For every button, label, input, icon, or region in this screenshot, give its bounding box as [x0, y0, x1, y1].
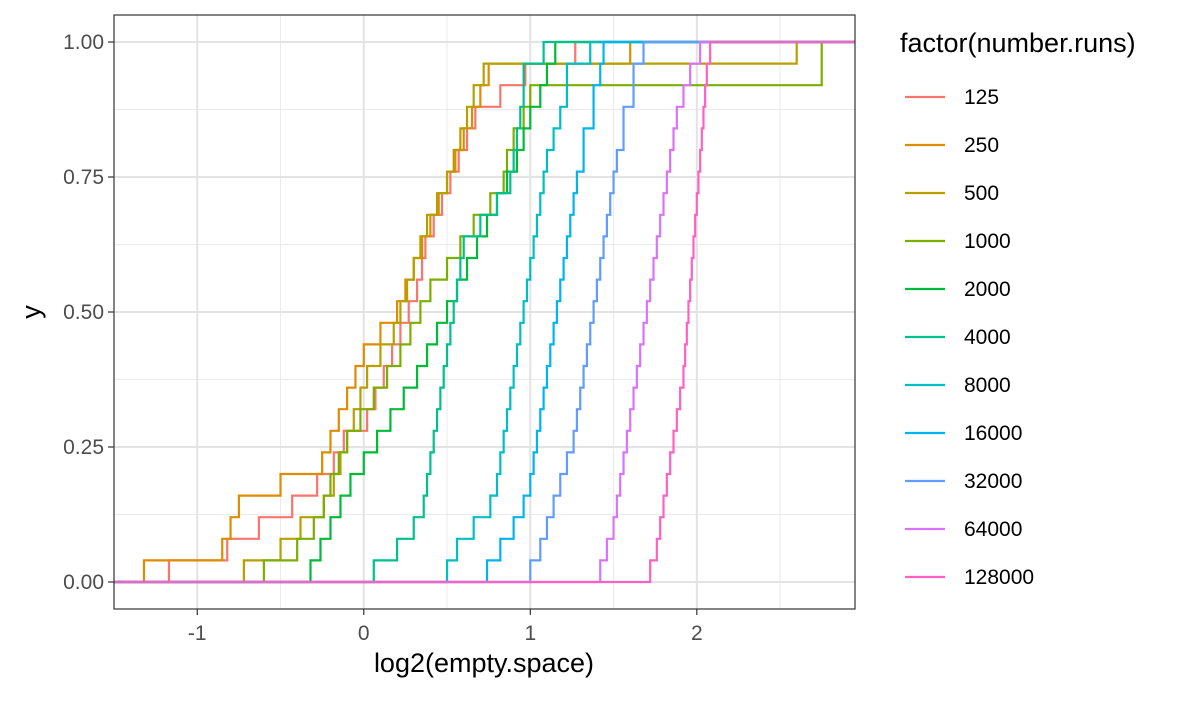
legend-label-16000: 16000 — [964, 422, 1022, 445]
x-tick-label: 2 — [691, 622, 703, 645]
legend-label-128000: 128000 — [964, 566, 1034, 589]
y-axis-label: y — [16, 305, 46, 319]
legend-label-2000: 2000 — [964, 278, 1011, 301]
y-tick-label: 0.25 — [63, 436, 104, 459]
y-tick-label: 1.00 — [63, 31, 104, 54]
y-axis: 0.00 0.25 0.50 0.75 1.00 — [63, 31, 114, 594]
x-tick-label: 0 — [358, 622, 370, 645]
y-tick-label: 0.75 — [63, 166, 104, 189]
x-axis-label: log2(empty.space) — [374, 648, 594, 678]
x-tick-label: -1 — [188, 622, 207, 645]
series-line-32000 — [114, 40, 855, 584]
legend-items: 125 250 500 1000 2000 4000 8000 16000 32000 64000… — [905, 86, 1034, 589]
legend-label-8000: 8000 — [964, 374, 1011, 397]
legend: factor(number.runs) 125 250 500 1000 2000 400… — [900, 28, 1136, 589]
y-tick-label: 0.50 — [63, 301, 104, 324]
series-line-8000 — [114, 40, 855, 584]
series-layer — [114, 40, 855, 584]
series-line-4000 — [114, 40, 855, 584]
legend-label-250: 250 — [964, 134, 999, 157]
legend-label-1000: 1000 — [964, 230, 1011, 253]
series-line-500 — [114, 40, 855, 584]
y-tick-label: 0.00 — [63, 571, 104, 594]
legend-label-64000: 64000 — [964, 518, 1022, 541]
series-line-64000 — [114, 40, 855, 584]
series-line-1000 — [114, 40, 855, 584]
minor-grid — [114, 15, 855, 609]
series-line-16000 — [114, 40, 855, 584]
legend-label-32000: 32000 — [964, 470, 1022, 493]
x-axis: -1 0 1 2 — [188, 609, 703, 645]
x-tick-label: 1 — [524, 622, 536, 645]
series-line-128000 — [114, 40, 855, 584]
series-line-2000 — [114, 40, 855, 584]
legend-label-4000: 4000 — [964, 326, 1011, 349]
legend-label-125: 125 — [964, 86, 999, 109]
legend-label-500: 500 — [964, 182, 999, 205]
legend-title: factor(number.runs) — [900, 28, 1136, 58]
